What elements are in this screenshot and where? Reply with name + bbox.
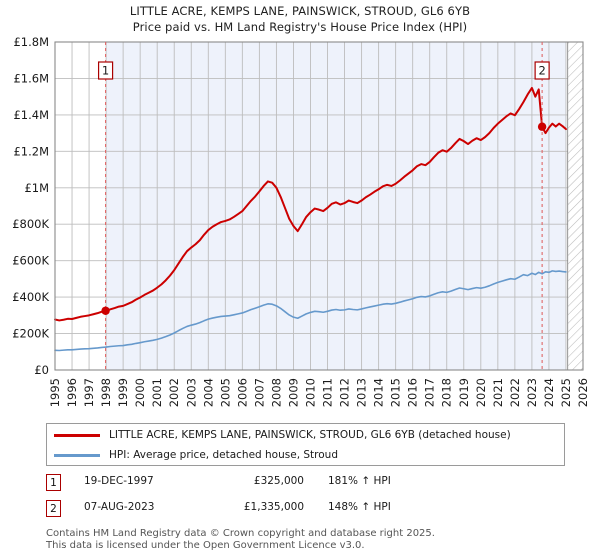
transaction-badge-2: 2	[46, 500, 61, 517]
y-axis-tick-label: £1.6M	[13, 71, 49, 85]
x-axis-tick-label: 2003	[184, 378, 198, 407]
x-axis-tick-label: 2015	[389, 378, 403, 407]
x-axis-tick-label: 2014	[372, 378, 386, 407]
series-line-hpi	[54, 270, 567, 352]
x-axis-tick-label: 2012	[338, 378, 352, 407]
series-line-price-paid	[54, 86, 567, 322]
y-axis-tick-label: £1.8M	[13, 35, 49, 49]
y-axis-tick-label: £200K	[12, 327, 49, 341]
transaction-hpi-change-1: 181% ↑ HPI	[328, 475, 391, 487]
page-title: LITTLE ACRE, KEMPS LANE, PAINSWICK, STRO…	[0, 3, 600, 35]
chart-legend: LITTLE ACRE, KEMPS LANE, PAINSWICK, STRO…	[46, 423, 565, 466]
x-axis-tick-label: 2020	[474, 378, 488, 407]
x-axis-tick-label: 2008	[269, 378, 283, 407]
x-axis-tick-label: 2001	[150, 378, 164, 407]
x-axis-tick-label: 2022	[508, 378, 522, 407]
table-row: 1 19-DEC-1997 £325,000 181% ↑ HPI	[46, 472, 566, 498]
x-axis-tick-label: 1995	[48, 378, 62, 407]
footer-line-2: This data is licensed under the Open Gov…	[46, 540, 365, 551]
x-axis-tick-label: 2019	[457, 378, 471, 407]
legend-swatch-price-paid	[54, 433, 100, 437]
transaction-date-2: 07-AUG-2023	[84, 501, 155, 513]
y-axis-tick-label: £0	[34, 363, 49, 377]
forecast-hatched-band	[567, 41, 584, 371]
shaded-band	[106, 42, 566, 370]
x-axis-tick-label: 2006	[235, 378, 249, 407]
transaction-date-1: 19-DEC-1997	[84, 475, 154, 487]
marker-badge-label-2: 2	[538, 64, 545, 78]
x-axis-tick-label: 2026	[576, 378, 590, 407]
x-axis-tick-label: 2009	[286, 378, 300, 407]
transaction-price-2: £1,335,000	[243, 501, 304, 513]
x-axis-tick-label: 1996	[65, 378, 79, 407]
table-row: 2 07-AUG-2023 £1,335,000 148% ↑ HPI	[46, 498, 566, 524]
x-axis-tick-label: 2007	[252, 378, 266, 407]
legend-swatch-hpi	[54, 453, 100, 457]
footer-attribution: Contains HM Land Registry data © Crown c…	[46, 528, 591, 552]
x-axis-tick-label: 1997	[82, 378, 96, 407]
marker-dot-1[interactable]	[101, 306, 110, 315]
transaction-hpi-change-2: 148% ↑ HPI	[328, 501, 391, 513]
transaction-badge-1: 1	[46, 474, 61, 491]
x-axis-tick-label: 1998	[99, 378, 113, 407]
x-axis-tick-label: 2004	[201, 378, 215, 407]
x-axis-tick-label: 2021	[491, 378, 505, 407]
y-axis-tick-label: £1M	[24, 181, 49, 195]
footer-line-1: Contains HM Land Registry data © Crown c…	[46, 528, 435, 539]
y-axis-tick-label: £400K	[12, 290, 49, 304]
y-axis-tick-label: £1.4M	[13, 108, 49, 122]
x-axis-tick-label: 2024	[542, 378, 556, 407]
legend-label-price-paid: LITTLE ACRE, KEMPS LANE, PAINSWICK, STRO…	[109, 429, 511, 441]
x-axis-tick-label: 2000	[133, 378, 147, 407]
legend-label-hpi: HPI: Average price, detached house, Stro…	[109, 449, 338, 461]
x-axis-tick-label: 2005	[218, 378, 232, 407]
plot-border	[54, 41, 584, 371]
x-axis-tick-label: 2010	[303, 378, 317, 407]
x-axis-tick-label: 2013	[355, 378, 369, 407]
marker-badge-2[interactable]	[534, 61, 550, 80]
x-axis-tick-label: 2002	[167, 378, 181, 407]
title-line-1: LITTLE ACRE, KEMPS LANE, PAINSWICK, STRO…	[129, 4, 471, 18]
y-axis-tick-label: £800K	[12, 217, 49, 231]
legend-item-hpi: HPI: Average price, detached house, Stro…	[47, 445, 564, 465]
marker-badge-1[interactable]	[97, 61, 114, 80]
x-axis-tick-label: 2016	[406, 378, 420, 407]
x-axis-tick-label: 2018	[440, 378, 454, 407]
x-axis-tick-label: 2025	[559, 378, 573, 407]
y-axis-tick-label: £600K	[12, 254, 49, 268]
transactions-table: 1 19-DEC-1997 £325,000 181% ↑ HPI 2 07-A…	[46, 472, 566, 524]
marker-badge-label-1: 1	[102, 64, 109, 78]
y-axis-tick-label: £1.2M	[13, 144, 49, 158]
transaction-price-1: £325,000	[253, 475, 304, 487]
price-chart: £0 £200K £400K £600K £800K £1M £1.2M £1.4M £1.6M…	[12, 35, 590, 407]
x-axis-tick-label: 2017	[423, 378, 437, 407]
legend-item-price-paid: LITTLE ACRE, KEMPS LANE, PAINSWICK, STRO…	[47, 425, 564, 445]
x-axis-tick-label: 2011	[321, 378, 335, 407]
marker-dot-2[interactable]	[537, 122, 547, 131]
title-line-2: Price paid vs. HM Land Registry's House …	[132, 20, 468, 34]
x-axis-tick-label: 1999	[116, 378, 130, 407]
x-axis-tick-label: 2023	[525, 378, 539, 407]
